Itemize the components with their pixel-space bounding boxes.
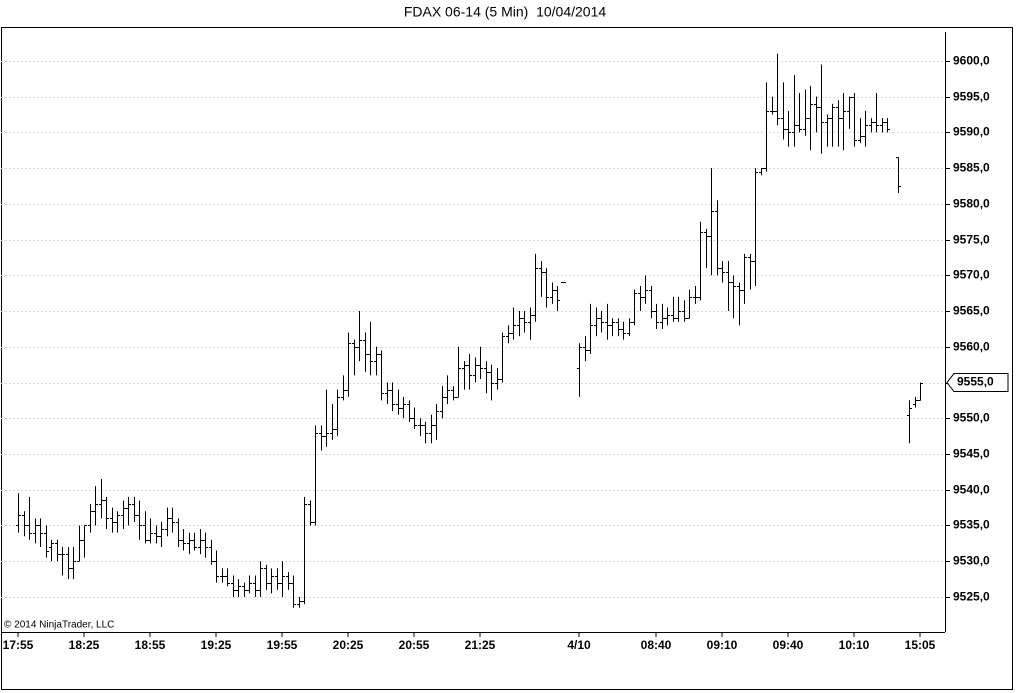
- x-tick-label: 18:25: [69, 638, 100, 652]
- x-tick-label: 08:40: [641, 638, 672, 652]
- x-tick-label: 09:40: [773, 638, 804, 652]
- frame: [1, 27, 1013, 690]
- x-tick-label: 19:55: [267, 638, 298, 652]
- y-tick-label: 9585,0: [953, 161, 990, 175]
- x-tick-label: 10:10: [839, 638, 870, 652]
- chart-title: FDAX 06-14 (5 Min) 10/04/2014: [404, 4, 607, 20]
- y-tick-label: 9595,0: [953, 90, 990, 104]
- y-tick-label: 9590,0: [953, 125, 990, 139]
- x-tick-label: 4/10: [567, 638, 591, 652]
- x-tick-label: 20:55: [399, 638, 430, 652]
- x-tick-label: 17:55: [3, 638, 34, 652]
- y-tick-label: 9580,0: [953, 197, 990, 211]
- last-price-label: 9555,0: [957, 375, 994, 389]
- y-tick-label: 9560,0: [953, 340, 990, 354]
- y-tick-label: 9550,0: [953, 411, 990, 425]
- x-tick-label: 19:25: [201, 638, 232, 652]
- x-tick-label: 09:10: [707, 638, 738, 652]
- x-tick-label: 15:05: [905, 638, 936, 652]
- y-tick-label: 9530,0: [953, 554, 990, 568]
- y-tick-label: 9570,0: [953, 268, 990, 282]
- y-tick-label: 9575,0: [953, 233, 990, 247]
- y-tick-label: 9600,0: [953, 54, 990, 68]
- x-tick-label: 21:25: [465, 638, 496, 652]
- y-tick-label: 9535,0: [953, 518, 990, 532]
- y-tick-label: 9525,0: [953, 590, 990, 604]
- y-tick-label: 9545,0: [953, 447, 990, 461]
- copyright: © 2014 NinjaTrader, LLC: [4, 620, 114, 631]
- y-tick-label: 9540,0: [953, 483, 990, 497]
- x-tick-label: 20:25: [333, 638, 364, 652]
- x-tick-label: 18:55: [135, 638, 166, 652]
- last-price-box: [946, 373, 1009, 393]
- y-tick-label: 9565,0: [953, 304, 990, 318]
